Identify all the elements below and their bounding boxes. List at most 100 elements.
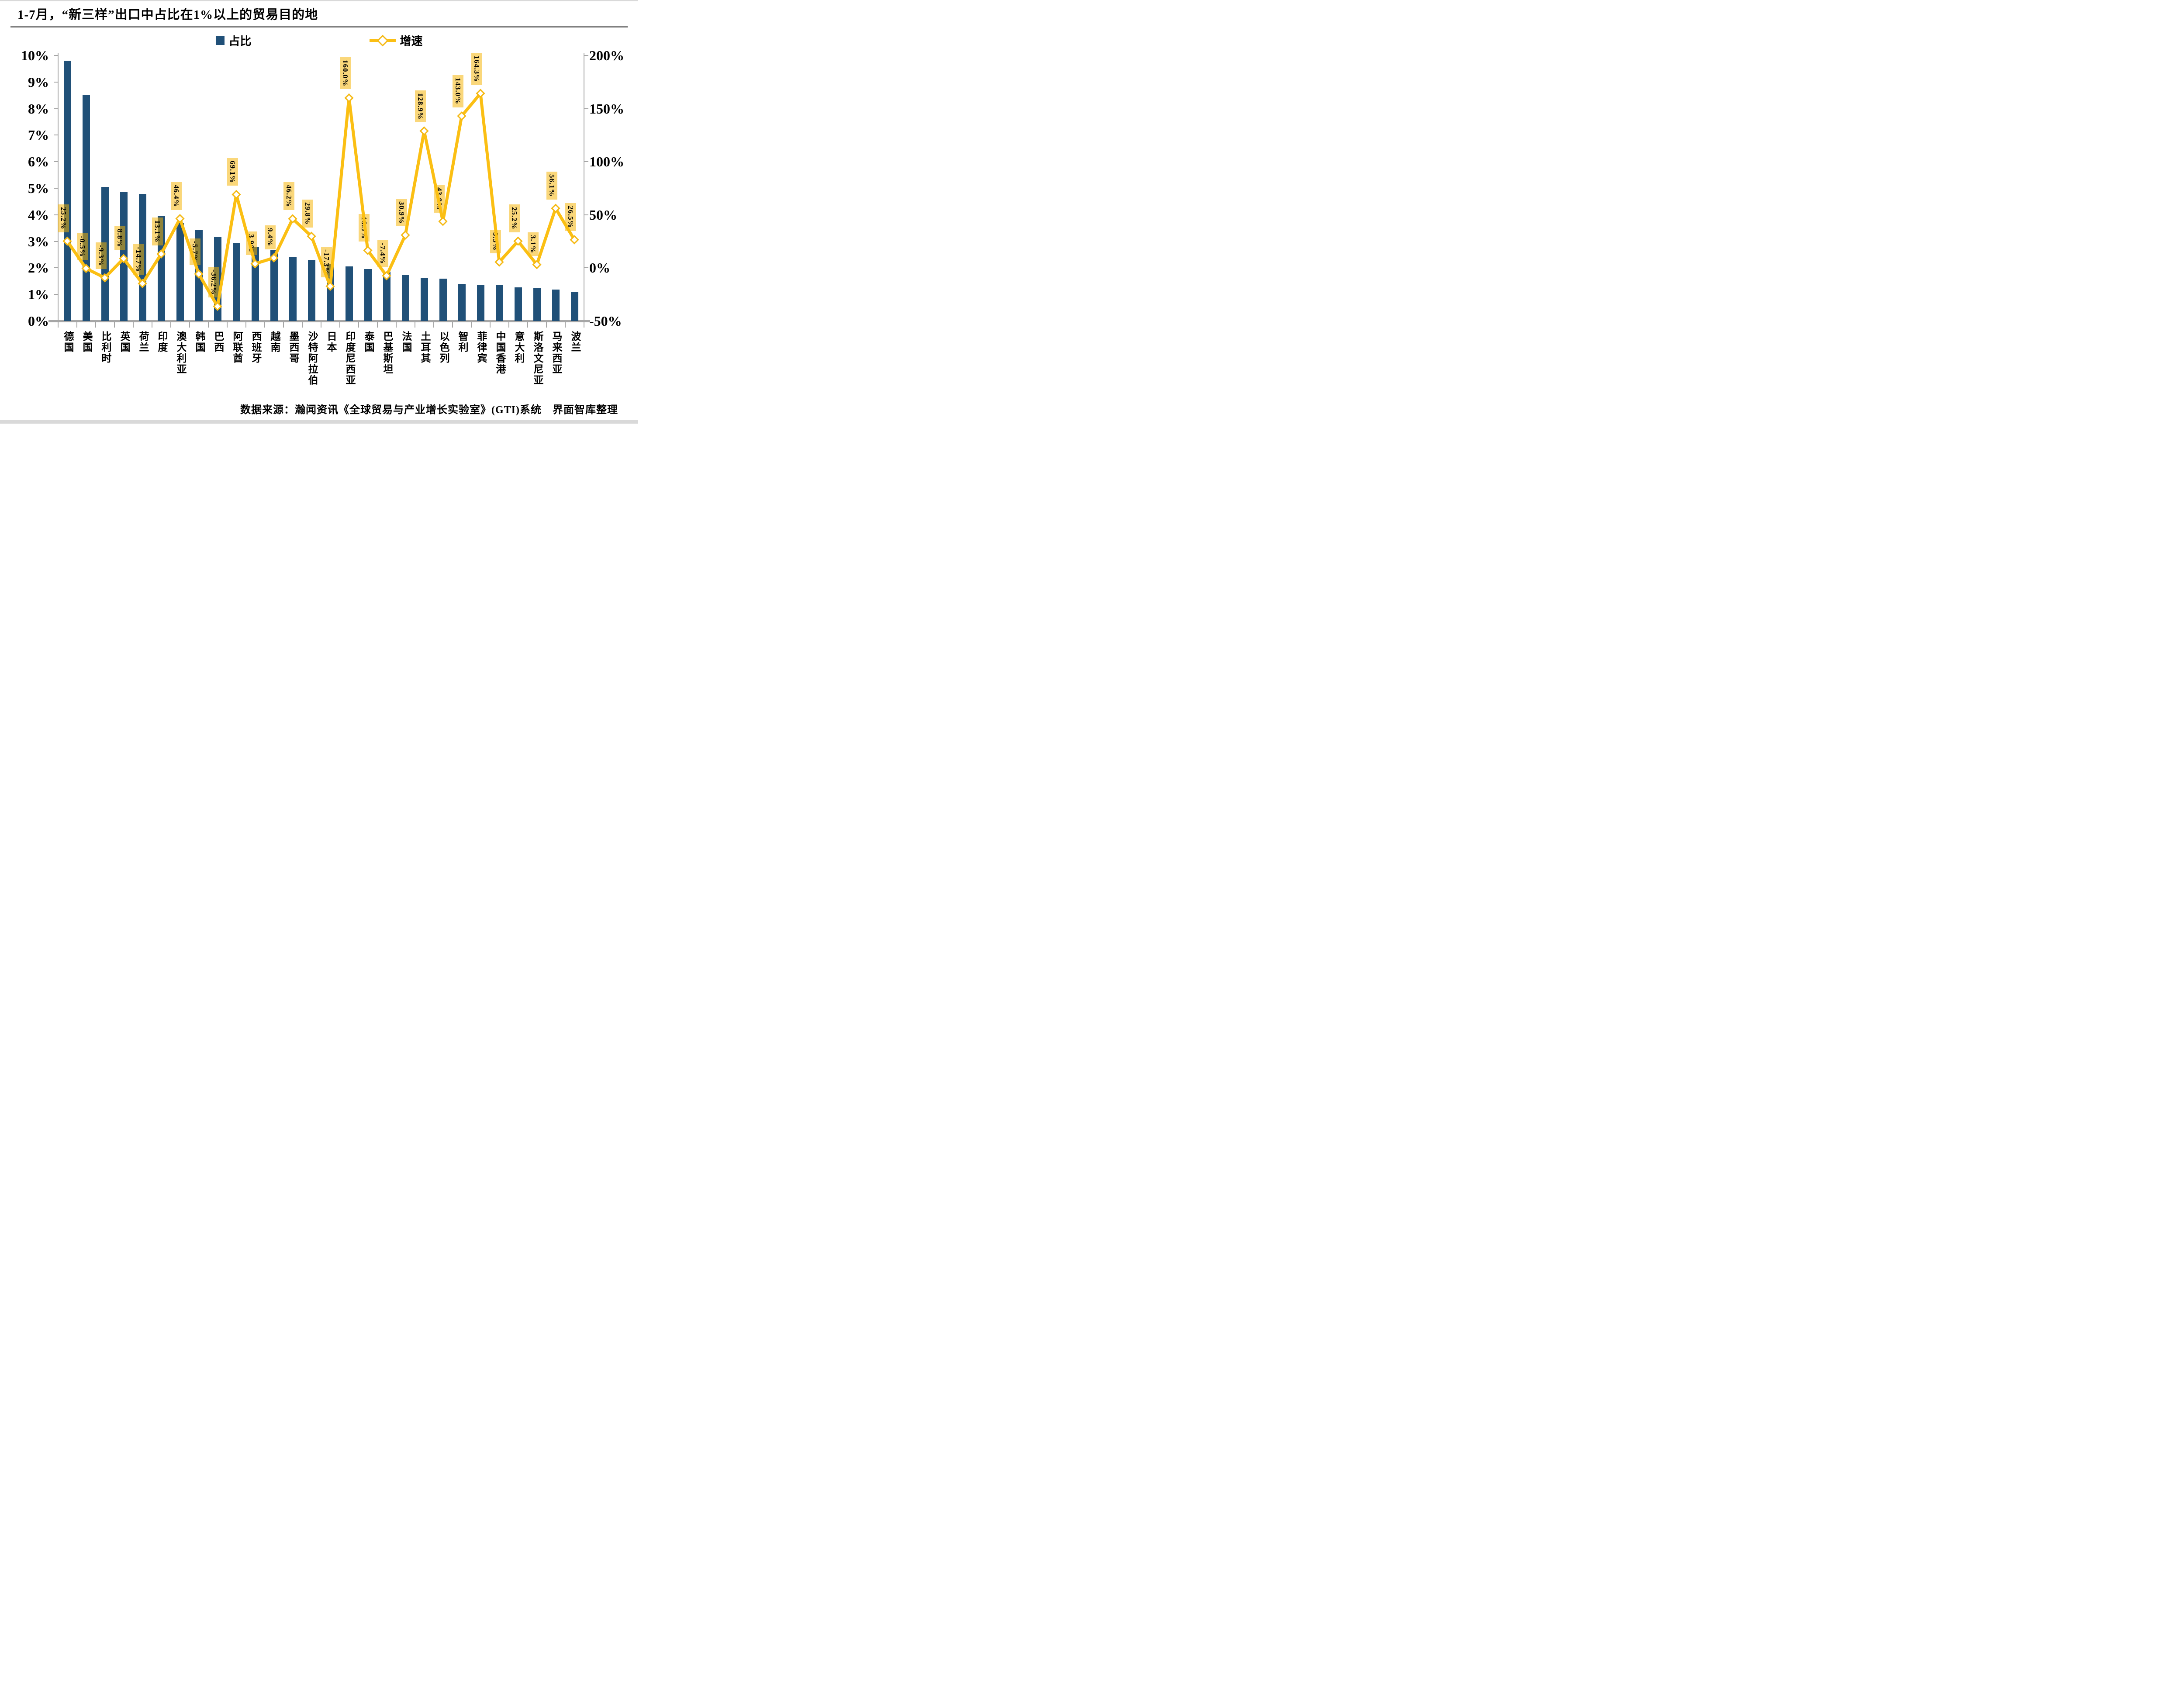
x-axis-tick [358,322,359,328]
chart-title: 1-7月，“新三样”出口中占比在1%以上的贸易目的地 [17,8,318,22]
top-frame-strip [0,0,638,1]
x-axis-label: 巴西 [213,331,224,353]
diamond-marker-icon [570,235,579,245]
diamond-marker-icon [232,190,241,199]
growth-label-西班牙: 3.9% [246,231,257,255]
growth-label-泰国: 16.5% [359,214,370,242]
legend-label-share: 占比 [228,35,252,48]
bar-斯洛文尼亚 [533,288,541,321]
bar-沙特阿拉伯 [308,260,315,321]
growth-label-菲律宾: 164.3% [471,52,482,85]
x-axis-tick [245,322,246,328]
x-axis-tick [489,322,491,328]
bar-墨西哥 [289,257,297,321]
y-axis-right-label: 200% [589,48,624,63]
diamond-marker-icon [438,217,448,226]
bar-泰国 [364,269,372,321]
y-axis-left-tick [53,161,58,162]
x-axis-tick [264,322,265,328]
x-axis-label: 土耳其 [419,331,430,364]
x-axis-label: 英国 [119,331,130,353]
x-axis-tick [207,322,209,328]
growth-label-韩国: -5.7% [190,238,200,266]
bar-series-swatch-icon [215,36,225,45]
bar-英国 [120,192,128,321]
x-axis-label: 印度尼西亚 [344,331,355,386]
growth-label-以色列: 43.8% [434,185,445,213]
bar-菲律宾 [477,285,484,321]
bar-阿联酋 [232,242,240,321]
diamond-marker-icon [494,257,504,267]
growth-label-德国: 25.2% [58,204,69,233]
bar-巴基斯坦 [383,271,390,321]
y-axis-left-tick [53,294,58,295]
growth-label-美国: -0.5% [77,233,88,260]
y-axis-right-tick [584,108,588,109]
y-axis-right-label: 150% [589,100,624,117]
growth-label-波兰: 26.5% [565,203,576,231]
growth-label-法国: 30.9% [396,198,407,227]
y-axis-left-label: 1% [28,287,49,303]
growth-label-意大利: 25.2% [509,204,520,233]
diamond-marker-icon [513,236,523,246]
bar-印度尼西亚 [345,266,353,321]
diamond-marker-icon [476,89,485,98]
x-axis-tick [226,322,228,328]
x-axis-tick [189,322,190,328]
growth-label-比利时: -9.3% [96,242,107,269]
growth-label-斯洛文尼亚: 3.1% [528,232,539,256]
title-divider [10,26,628,28]
y-axis-left-label: 9% [28,74,49,90]
x-axis-tick [132,322,134,328]
x-axis-tick [57,322,59,328]
bar-法国 [401,275,409,321]
x-axis-label: 美国 [81,331,92,353]
diamond-marker-icon [288,214,297,224]
growth-label-土耳其: 128.9% [415,90,426,122]
legend: 占比 增速 [215,32,423,48]
x-axis-label: 泰国 [363,331,374,353]
y-axis-left-label: 3% [28,233,49,249]
diamond-marker-icon [344,93,354,103]
x-axis-label: 马来西亚 [551,331,562,375]
source-note: 数据来源：瀚闻资讯《全球贸易与产业增长实验室》(GTI)系统 界面智库整理 [240,404,618,416]
x-axis-label: 菲律宾 [476,331,487,364]
x-axis-label: 意大利 [513,331,524,364]
x-axis-tick [95,322,96,328]
diamond-marker-icon [457,111,467,121]
bar-德国 [63,61,71,321]
y-axis-left-label: 5% [28,180,49,196]
x-axis-tick [339,322,340,328]
x-axis-label: 比利时 [100,331,111,364]
chart-page: 1-7月，“新三样”出口中占比在1%以上的贸易目的地 占比 增速 0% 1% 2% 3… [0,0,638,424]
x-axis-tick [395,322,397,328]
x-axis-label: 德国 [62,331,73,353]
growth-label-巴基斯坦: -7.4% [377,240,388,267]
x-axis-tick [283,322,284,328]
bar-马来西亚 [552,290,560,321]
x-axis-label: 中国香港 [494,331,505,375]
diamond-marker-icon [363,245,373,255]
legend-label-growth: 增速 [400,35,423,48]
y-axis-right-tick [584,161,588,162]
x-axis-baseline [48,320,590,322]
y-axis-right-tick [584,267,588,269]
growth-label-墨西哥: 46.2% [283,182,294,211]
growth-label-沙特阿拉伯: 29.8% [302,200,313,228]
y-axis-left-tick [53,55,58,56]
x-axis-label: 沙特阿拉伯 [307,331,318,386]
x-axis-tick [470,322,472,328]
x-axis-tick [76,322,77,328]
y-axis-right-tick [584,55,588,56]
y-axis-left-line [57,53,59,326]
y-axis-left-label: 0% [28,313,49,329]
growth-label-阿联酋: 69.1% [227,158,238,186]
x-axis-label: 波兰 [570,331,581,353]
diamond-marker-icon [532,260,542,269]
x-axis-tick [564,322,566,328]
y-axis-left-label: 8% [28,100,49,117]
bar-智利 [458,283,466,321]
y-axis-right-label: 100% [589,154,624,170]
growth-label-中国香港: 5.5% [490,229,501,254]
bar-波兰 [570,292,578,321]
